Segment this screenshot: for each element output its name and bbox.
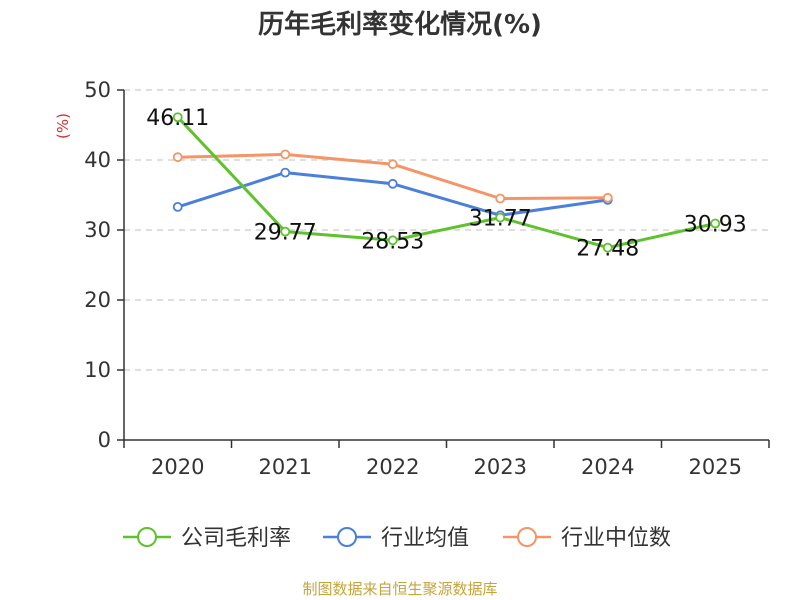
legend-marker <box>517 527 537 547</box>
legend-marker <box>337 527 357 547</box>
y-tick-label: 40 <box>84 148 111 172</box>
x-tick-label: 2023 <box>474 455 527 479</box>
y-tick-label: 20 <box>84 288 111 312</box>
x-tick-label: 2020 <box>151 455 204 479</box>
data-point <box>280 167 291 178</box>
data-point <box>602 192 613 203</box>
data-label: 30.93 <box>684 212 747 237</box>
x-tick-label: 2025 <box>689 455 742 479</box>
source-note: 制图数据来自恒生聚源数据库 <box>302 580 497 598</box>
y-tick-label: 0 <box>98 428 111 452</box>
data-point <box>387 159 398 170</box>
data-label: 28.53 <box>361 229 424 254</box>
legend-label: 行业中位数 <box>561 526 671 551</box>
data-point <box>172 152 183 163</box>
data-label: 27.48 <box>576 237 639 262</box>
data-point <box>280 149 291 160</box>
legend-item: 行业中位数 <box>503 526 671 551</box>
legend-marker <box>137 527 157 547</box>
series-lines <box>172 112 721 253</box>
data-point <box>280 226 291 237</box>
data-point <box>495 193 506 204</box>
y-tick-label: 30 <box>84 218 111 242</box>
series-line-0 <box>176 116 716 250</box>
data-point <box>387 235 398 246</box>
data-point <box>495 212 506 223</box>
legend-label: 公司毛利率 <box>181 526 291 551</box>
data-point <box>172 112 183 123</box>
data-label: 31.77 <box>469 207 532 232</box>
data-label: 29.77 <box>254 221 317 246</box>
data-point <box>387 178 398 189</box>
y-axis-unit: (%) <box>54 113 72 139</box>
legend-item: 公司毛利率 <box>123 526 291 551</box>
data-point <box>172 201 183 212</box>
legend-item: 行业均值 <box>323 526 469 551</box>
y-tick-label: 50 <box>84 78 111 102</box>
y-tick-label: 10 <box>84 358 111 382</box>
data-label: 46.11 <box>146 106 209 131</box>
data-point <box>710 218 721 229</box>
axes: 0 10 20 30 40 50 2020 2021 2022 2023 2024 2025 <box>84 78 770 479</box>
legend-label: 行业均值 <box>381 526 469 551</box>
x-tick-label: 2022 <box>366 455 419 479</box>
data-labels: 46.11 29.77 28.53 31.77 27.48 30.93 <box>146 106 746 261</box>
chart-title: 历年毛利率变化情况(%) <box>258 9 542 40</box>
data-point <box>602 242 613 253</box>
x-tick-label: 2024 <box>581 455 634 479</box>
legend: 公司毛利率 行业均值 行业中位数 <box>123 526 671 551</box>
x-tick-label: 2021 <box>259 455 312 479</box>
